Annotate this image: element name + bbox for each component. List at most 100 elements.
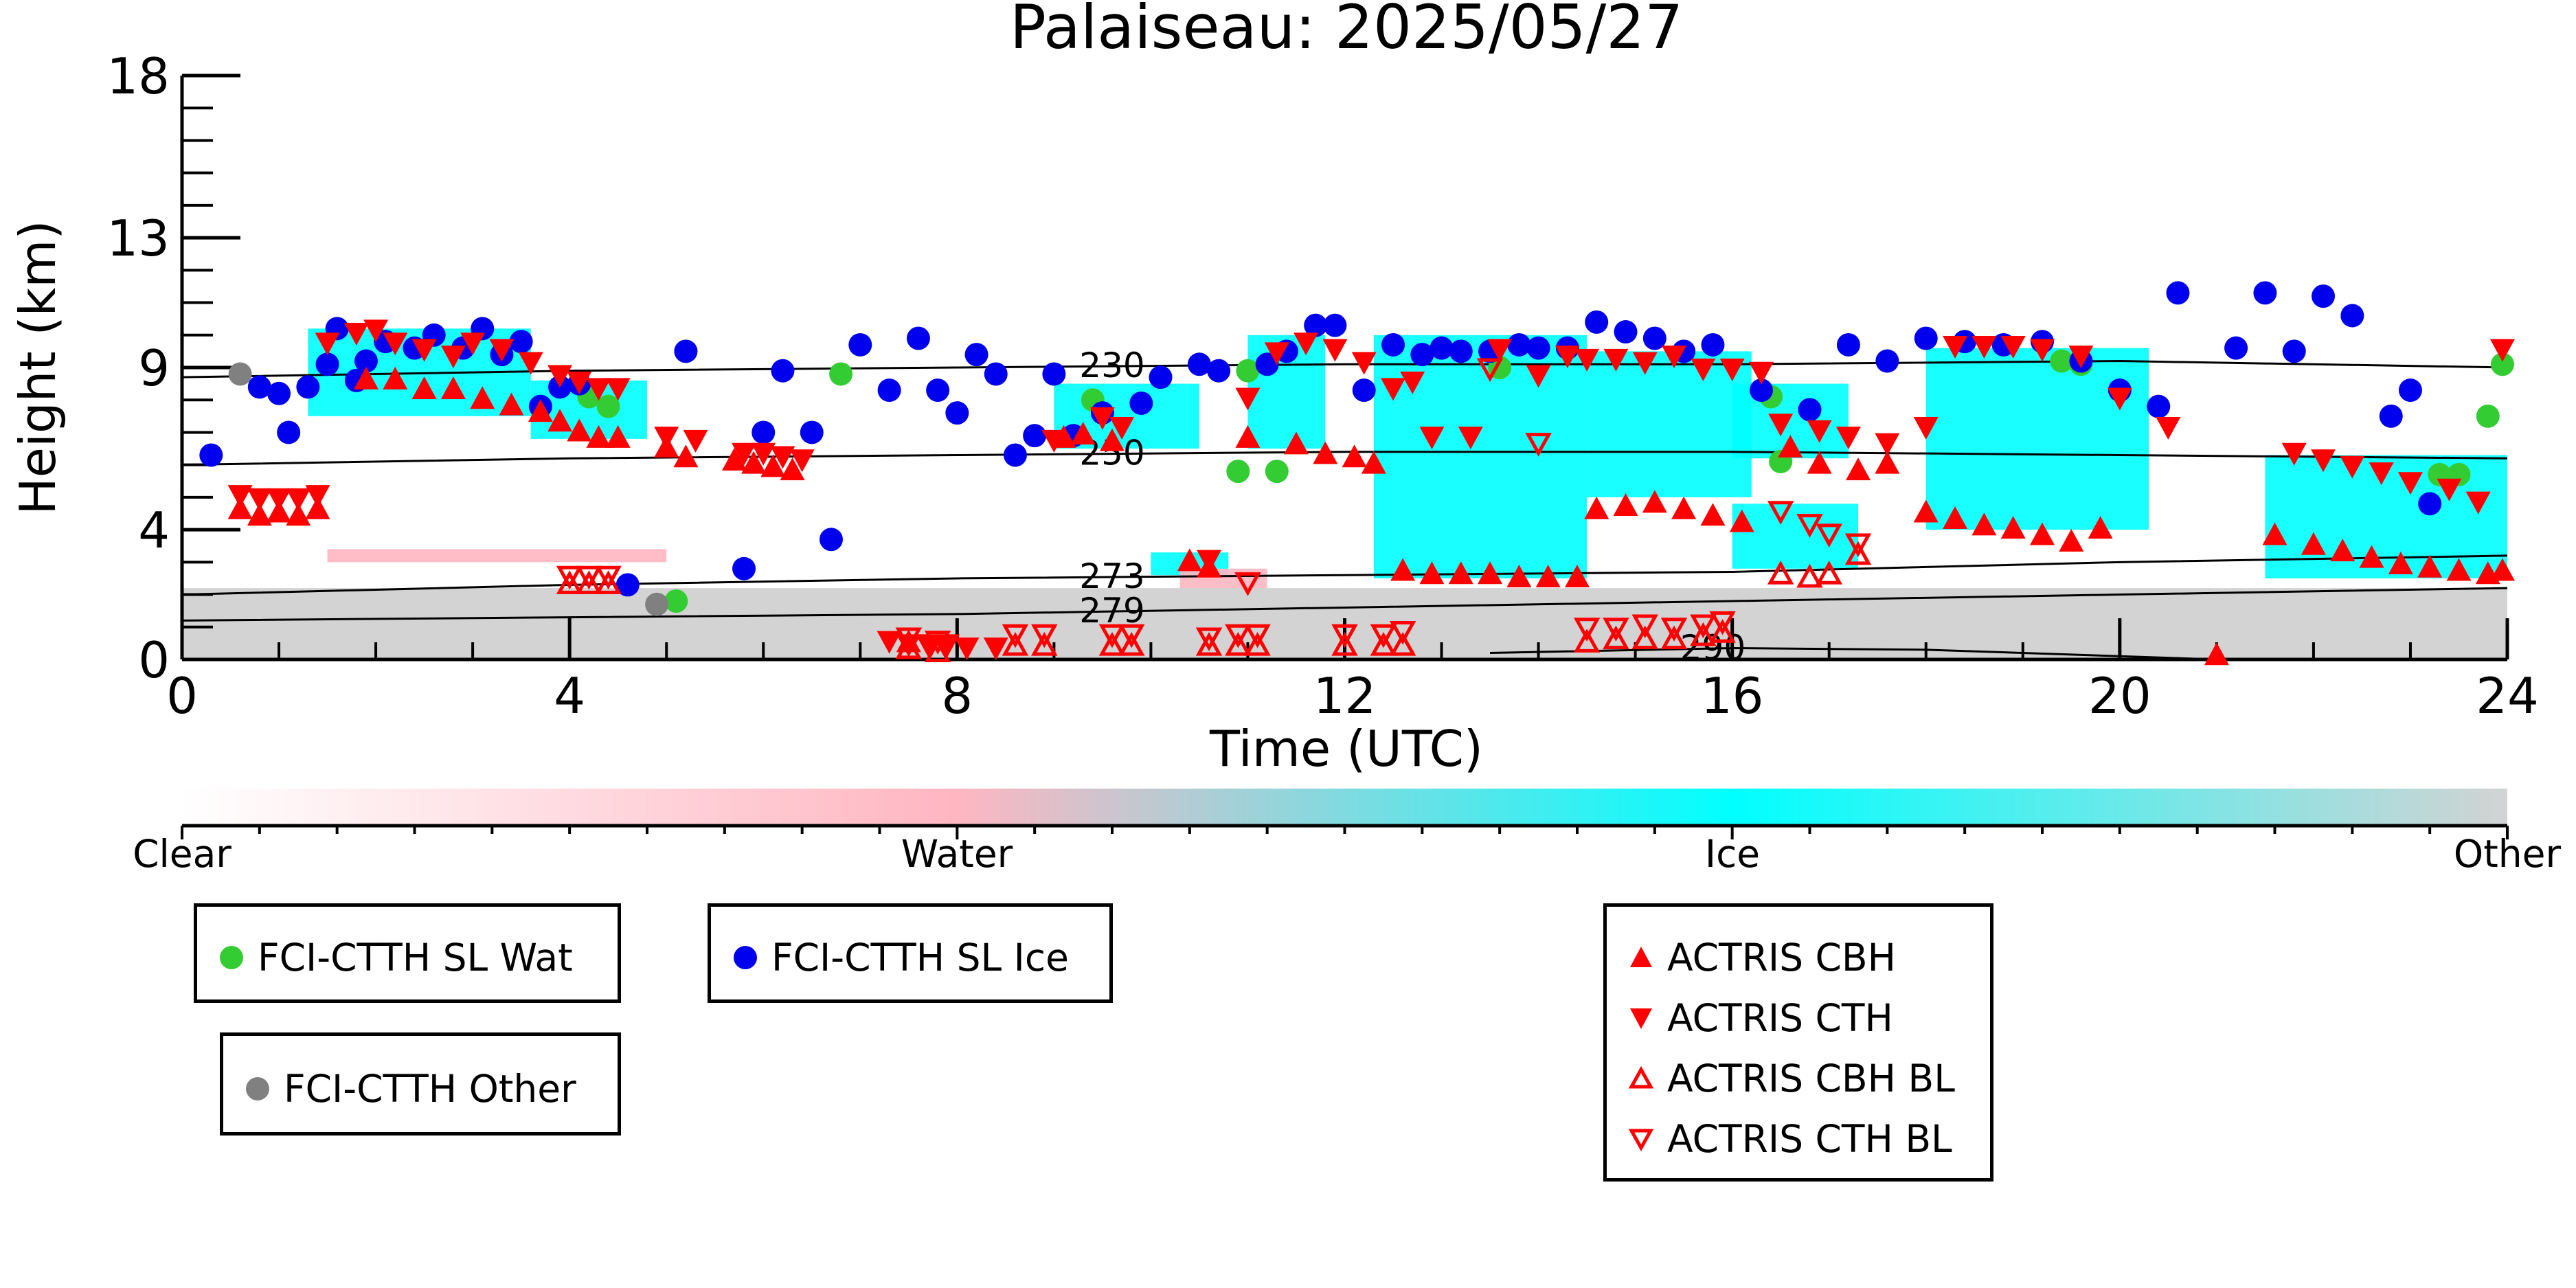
actris-cbh-bl-point-1: [576, 570, 602, 594]
actris-cbh-point-5: [353, 366, 379, 389]
actris-cth-point-38: [1351, 352, 1377, 375]
fci-ctth-sl-ice-point-20: [674, 339, 698, 363]
actris-cth-bl-point-3: [895, 627, 923, 652]
fci-ctth-sl-ice-point-35: [1042, 362, 1066, 386]
legend-box-wat: FCI-CTTH SL Wat: [194, 903, 621, 1003]
actris-cth-point-31: [1089, 407, 1115, 430]
actris-cbh-bl-point-13: [1370, 631, 1397, 656]
actris-cth-point-36: [1293, 332, 1319, 356]
actris-cth-point-8: [383, 332, 408, 356]
isotherm-label-230: 230: [1079, 346, 1144, 385]
legend-item-ice: FCI-CTTH SL Ice: [732, 936, 1069, 980]
actris-cbh-point-50: [1913, 499, 1939, 523]
fci-ctth-sl-ice-point-59: [1701, 332, 1725, 357]
y-tick-label-13: 13: [106, 210, 170, 267]
actris-cbh-point-1: [247, 503, 272, 526]
actris-cth-point-16: [586, 378, 611, 401]
isotherm-line-250: [182, 451, 2507, 466]
actris-cbh-point-55: [2059, 529, 2084, 552]
actris-cbh-point-20: [760, 454, 786, 477]
actris-cbh-point-45: [1729, 509, 1754, 532]
actris-cbh-point-31: [1342, 444, 1367, 468]
actris-cbh-point-14: [586, 425, 611, 448]
colorbar-label-water: Water: [901, 832, 1013, 876]
fci-ctth-sl-ice-point-63: [1875, 349, 1899, 373]
actris-cbh-point-21: [780, 457, 805, 481]
actris-cbh-bl-point-7: [1098, 631, 1126, 656]
fci-ctth-sl-ice-point-57: [1642, 326, 1667, 350]
actris-cbh-point-11: [528, 399, 553, 422]
cloud-region-ice-7: [1732, 504, 1859, 569]
actris-cbh-point-33: [1390, 558, 1416, 581]
actris-cbh-bl-point-19: [1690, 622, 1717, 646]
actris-cth-point-67: [2340, 455, 2365, 479]
actris-cbh-point-10: [499, 392, 524, 416]
actris-cbh-point-38: [1535, 564, 1561, 587]
fci-ctth-sl-ice-point-2: [267, 381, 291, 405]
cloud-region-water-13: [327, 549, 667, 563]
fci-ctth-sl-ice-point-8: [354, 349, 378, 373]
fci-ctth-sl-ice-point-74: [2282, 339, 2306, 363]
colorbar-label-clear: Clear: [133, 832, 231, 876]
actris-cth-point-19: [683, 429, 708, 453]
fci-ctth-sl-ice-point-56: [1614, 320, 1638, 344]
actris-cbh-bl-point-4: [924, 638, 951, 663]
fci-ctth-sl-ice-point-64: [1914, 326, 1938, 350]
actris-cbh-point-39: [1565, 564, 1590, 587]
fci-ctth-sl-ice-point-72: [2224, 336, 2248, 360]
actris-cbh-point-9: [470, 386, 495, 409]
actris-cth-point-10: [440, 346, 466, 369]
fci-ctth-sl-ice-point-73: [2253, 281, 2277, 305]
red-triangle-down-icon: [1630, 1008, 1652, 1029]
isotherm-label-279: 279: [1079, 591, 1144, 631]
actris-cth-bl-point-19: [1631, 614, 1658, 639]
actris-cth-point-52: [1748, 361, 1774, 385]
fci-ctth-sl-ice-point-22: [752, 420, 776, 444]
fci-ctth-sl-ice-point-29: [926, 379, 950, 403]
actris-cbh-point-40: [1584, 496, 1609, 519]
actris-cth-point-9: [411, 339, 437, 362]
fci-ctth-sl-ice-point-78: [2398, 379, 2422, 403]
actris-cth-bl-point-26: [1844, 533, 1872, 558]
fci-ctth-sl-wat-point-5: [1236, 359, 1260, 383]
actris-cbh-bl-point-20: [1709, 619, 1736, 643]
actris-cbh-bl-point-16: [1603, 625, 1629, 650]
legend-label-wat: FCI-CTTH SL Wat: [258, 936, 573, 980]
colorbar-label-other: Other: [2454, 832, 2562, 876]
actris-cbh-point-41: [1613, 493, 1638, 517]
actris-cth-bl-point-27: [1234, 572, 1261, 596]
actris-cth-point-58: [1943, 335, 1968, 359]
actris-cth-point-1: [247, 488, 272, 511]
actris-cth-point-51: [1719, 359, 1745, 381]
isotherm-line-279: [182, 587, 2507, 622]
fci-ctth-sl-ice-point-25: [819, 528, 843, 552]
actris-cth-bl-point-16: [1525, 433, 1552, 457]
actris-cbh-point-12: [547, 409, 573, 432]
actris-cbh-bl-point-9: [1195, 631, 1223, 656]
fci-ctth-sl-ice-point-34: [1023, 424, 1047, 448]
fci-ctth-sl-ice-point-70: [2147, 394, 2171, 418]
legend-label-cth-bl: ACTRIS CTH BL: [1667, 1117, 1952, 1161]
gray-circle-icon: [246, 1077, 269, 1100]
x-tick-label-4: 4: [554, 667, 585, 725]
x-tick-label-16: 16: [1701, 667, 1764, 725]
actris-cth-point-18: [654, 427, 679, 450]
actris-cbh-bl-point-18: [1660, 625, 1688, 650]
actris-cth-point-24: [877, 631, 902, 654]
actris-cbh-bl-point-0: [556, 570, 583, 594]
actris-cbh-point-35: [1448, 561, 1473, 585]
actris-cth-point-41: [1419, 427, 1445, 450]
fci-ctth-sl-wat-point-3: [829, 362, 853, 386]
actris-cth-point-70: [2437, 478, 2462, 501]
fci-ctth-sl-ice-point-21: [732, 556, 756, 580]
actris-cth-point-47: [1603, 348, 1629, 372]
fci-ctth-sl-ice-point-24: [800, 420, 824, 444]
actris-cth-point-55: [1835, 427, 1861, 450]
actris-cth-point-71: [2465, 491, 2491, 515]
legend-box-other: FCI-CTTH Other: [220, 1032, 621, 1136]
actris-cth-point-49: [1662, 346, 1687, 369]
actris-cth-point-2: [267, 488, 292, 511]
actris-cth-bl-point-25: [1816, 523, 1842, 547]
legend-box-actris: ACTRIS CBH ACTRIS CTH ACTRIS CBH BL ACTR…: [1603, 903, 1993, 1182]
actris-cbh-bl-point-10: [1225, 631, 1252, 656]
